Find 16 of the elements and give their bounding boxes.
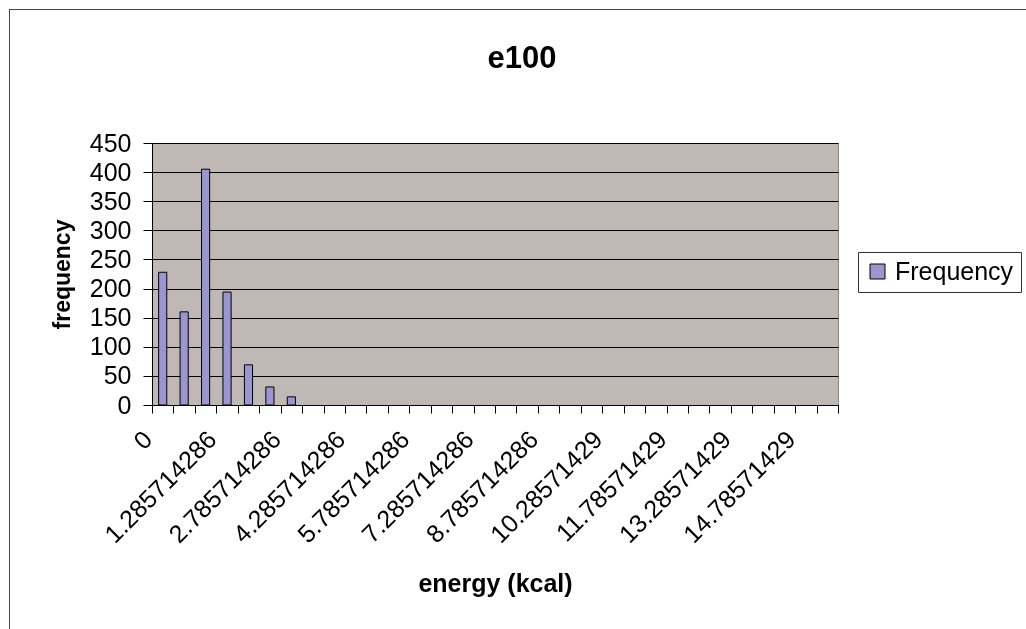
bar: [265, 386, 275, 406]
bar: [286, 396, 296, 406]
y-tick-label: 100: [89, 332, 132, 361]
y-tick-label: 300: [89, 215, 132, 244]
y-axis-title: frequency: [48, 219, 75, 330]
y-tick-label: 350: [89, 186, 132, 215]
y-tick-label: 200: [89, 274, 132, 303]
x-axis-title: energy (kcal): [418, 568, 573, 597]
y-tick-label: 250: [89, 244, 132, 273]
y-tick-label: 0: [117, 390, 132, 419]
y-tick-label: 400: [89, 157, 132, 186]
legend-label: Frequency: [895, 256, 1014, 285]
y-tick-label: 150: [89, 303, 132, 332]
chart-title: e100: [487, 40, 557, 75]
y-tick-label: 50: [103, 361, 132, 390]
y-tick-label: 450: [89, 128, 132, 157]
